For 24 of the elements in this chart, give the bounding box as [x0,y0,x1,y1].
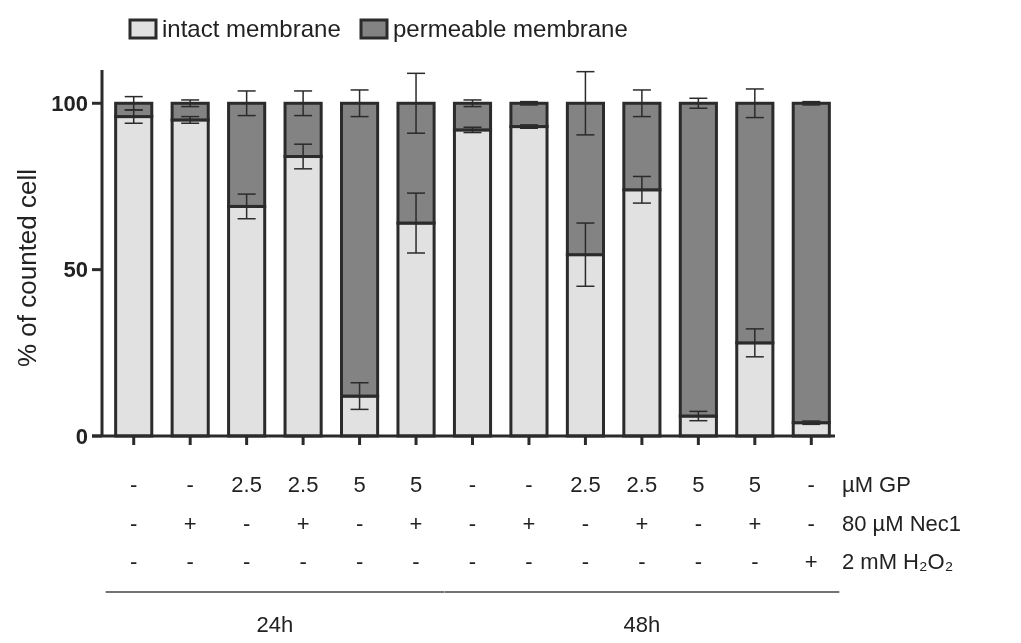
legend-label: permeable membrane [393,15,628,42]
y-axis-title: % of counted cell [12,168,42,368]
x-tick-label: 5 + - [748,472,762,574]
y-tick-label: 0 [75,423,88,449]
x-tick-label: - - - [468,472,477,574]
legend-label: intact membrane [162,15,341,42]
x-tick-label: 2.5 - - [570,472,601,574]
x-tick-label: 2.5 - - [231,472,262,574]
text: 24h [256,612,294,637]
text: µM GP [842,472,911,497]
y-tick-label: 100 [51,90,88,116]
x-tick-label: 5 + - [409,472,423,574]
text: 2 mM H₂O₂ [842,549,954,574]
x-tick-label: - + - [183,472,197,574]
x-tick-label: - + - [522,472,536,574]
x-tick-label: 5 - - [353,472,366,574]
x-tick-label: 2.5 + - [287,472,319,574]
x-tick-label: - - - [130,472,138,574]
x-tick-label: 5 - - [692,472,705,574]
text: 80 µM Nec1 [842,511,962,536]
x-tick-label: - - + [804,472,818,574]
x-tick-label: 2.5 + - [626,472,658,574]
y-tick-label: 50 [63,257,88,283]
text: 48h [623,612,661,637]
